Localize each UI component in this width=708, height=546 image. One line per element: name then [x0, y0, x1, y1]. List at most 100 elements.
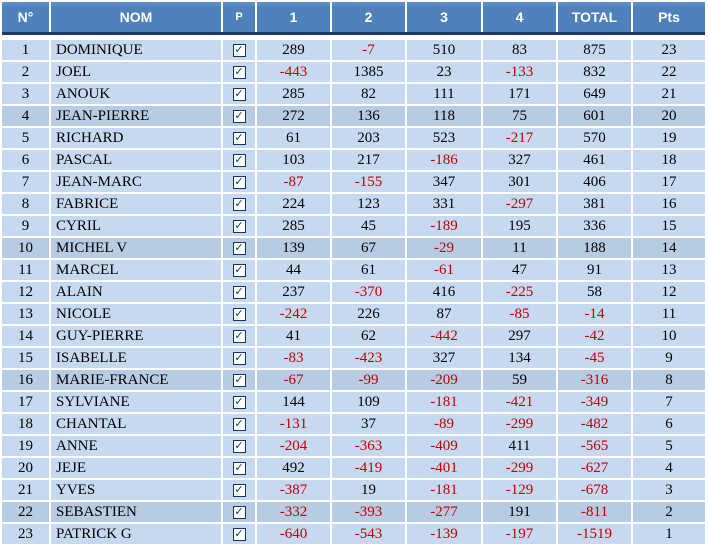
present-cell: ✓: [223, 348, 255, 368]
table-row: 21 YVES ✓ -387 19 -181 -129 -678 3: [2, 480, 705, 500]
present-cell: ✓: [223, 304, 255, 324]
table-row: 16 MARIE-FRANCE ✓ -67 -99 -209 59 -316 8: [2, 370, 705, 390]
checkbox-checked-icon[interactable]: ✓: [232, 64, 246, 79]
round-3-cell: 510: [407, 40, 481, 60]
name-cell: CYRIL: [51, 216, 221, 236]
checkbox-checked-icon[interactable]: ✓: [232, 416, 246, 431]
present-cell: ✓: [223, 216, 255, 236]
rank-cell: 10: [2, 238, 49, 258]
round-3-cell: 23: [407, 62, 481, 82]
round-4-cell: 11: [483, 238, 556, 258]
pts-cell: 4: [633, 458, 705, 478]
total-cell: 58: [558, 282, 631, 302]
round-3-cell: 331: [407, 194, 481, 214]
rank-cell: 17: [2, 392, 49, 412]
checkbox-checked-icon[interactable]: ✓: [232, 526, 246, 541]
round-1-cell: 272: [257, 106, 330, 126]
checkbox-checked-icon[interactable]: ✓: [232, 262, 246, 277]
round-4-cell: -421: [483, 392, 556, 412]
rank-cell: 6: [2, 150, 49, 170]
present-cell: ✓: [223, 524, 255, 544]
checkbox-checked-icon[interactable]: ✓: [232, 438, 246, 453]
name-cell: MICHEL V: [51, 238, 221, 258]
name-cell: MARIE-FRANCE: [51, 370, 221, 390]
round-1-cell: -131: [257, 414, 330, 434]
checkbox-checked-icon[interactable]: ✓: [232, 218, 246, 233]
round-4-cell: 301: [483, 172, 556, 192]
round-3-cell: -209: [407, 370, 481, 390]
rank-cell: 14: [2, 326, 49, 346]
pts-cell: 21: [633, 84, 705, 104]
round-4-cell: -197: [483, 524, 556, 544]
table-row: 17 SYLVIANE ✓ 144 109 -181 -421 -349 7: [2, 392, 705, 412]
present-cell: ✓: [223, 84, 255, 104]
total-cell: 91: [558, 260, 631, 280]
round-2-cell: -423: [332, 348, 405, 368]
round-4-cell: 195: [483, 216, 556, 236]
round-2-cell: 67: [332, 238, 405, 258]
present-cell: ✓: [223, 502, 255, 522]
checkbox-checked-icon[interactable]: ✓: [232, 306, 246, 321]
checkbox-checked-icon[interactable]: ✓: [232, 460, 246, 475]
name-cell: JEJE: [51, 458, 221, 478]
checkbox-checked-icon[interactable]: ✓: [232, 350, 246, 365]
rank-cell: 20: [2, 458, 49, 478]
rank-cell: 8: [2, 194, 49, 214]
checkbox-checked-icon[interactable]: ✓: [232, 152, 246, 167]
total-cell: 832: [558, 62, 631, 82]
table-row: 22 SEBASTIEN ✓ -332 -393 -277 191 -811 2: [2, 502, 705, 522]
round-3-cell: 87: [407, 304, 481, 324]
table-row: 15 ISABELLE ✓ -83 -423 327 134 -45 9: [2, 348, 705, 368]
pts-cell: 20: [633, 106, 705, 126]
table-row: 3 ANOUK ✓ 285 82 111 171 649 21: [2, 84, 705, 104]
total-cell: -678: [558, 480, 631, 500]
round-4-cell: 83: [483, 40, 556, 60]
name-cell: RICHARD: [51, 128, 221, 148]
rank-cell: 2: [2, 62, 49, 82]
present-cell: ✓: [223, 238, 255, 258]
rank-cell: 4: [2, 106, 49, 126]
checkbox-checked-icon[interactable]: ✓: [232, 130, 246, 145]
column-header-n: N°: [2, 2, 49, 32]
total-cell: -349: [558, 392, 631, 412]
checkbox-checked-icon[interactable]: ✓: [232, 42, 246, 57]
round-2-cell: 62: [332, 326, 405, 346]
total-cell: -14: [558, 304, 631, 324]
pts-cell: 11: [633, 304, 705, 324]
column-header-pts: Pts: [633, 2, 705, 32]
checkbox-checked-icon[interactable]: ✓: [232, 196, 246, 211]
round-1-cell: 44: [257, 260, 330, 280]
checkbox-checked-icon[interactable]: ✓: [232, 174, 246, 189]
checkbox-checked-icon[interactable]: ✓: [232, 284, 246, 299]
table-row: 11 MARCEL ✓ 44 61 -61 47 91 13: [2, 260, 705, 280]
pts-cell: 10: [633, 326, 705, 346]
checkbox-checked-icon[interactable]: ✓: [232, 240, 246, 255]
total-cell: 461: [558, 150, 631, 170]
name-cell: FABRICE: [51, 194, 221, 214]
present-cell: ✓: [223, 62, 255, 82]
present-cell: ✓: [223, 370, 255, 390]
round-1-cell: 103: [257, 150, 330, 170]
total-cell: -45: [558, 348, 631, 368]
checkbox-checked-icon[interactable]: ✓: [232, 394, 246, 409]
table-row: 12 ALAIN ✓ 237 -370 416 -225 58 12: [2, 282, 705, 302]
round-3-cell: -89: [407, 414, 481, 434]
table-row: 2 JOEL ✓ -443 1385 23 -133 832 22: [2, 62, 705, 82]
table-header: N° NOM P 1 2 3 4 TOTAL Pts: [2, 2, 705, 35]
rank-cell: 18: [2, 414, 49, 434]
checkbox-checked-icon[interactable]: ✓: [232, 482, 246, 497]
name-cell: YVES: [51, 480, 221, 500]
round-1-cell: -242: [257, 304, 330, 324]
round-2-cell: -543: [332, 524, 405, 544]
checkbox-checked-icon[interactable]: ✓: [232, 372, 246, 387]
checkbox-checked-icon[interactable]: ✓: [232, 328, 246, 343]
pts-cell: 17: [633, 172, 705, 192]
checkbox-checked-icon[interactable]: ✓: [232, 86, 246, 101]
present-cell: ✓: [223, 106, 255, 126]
column-header-2: 2: [332, 2, 405, 32]
checkbox-checked-icon[interactable]: ✓: [232, 108, 246, 123]
column-header-p: P: [223, 2, 255, 32]
checkbox-checked-icon[interactable]: ✓: [232, 504, 246, 519]
rank-cell: 5: [2, 128, 49, 148]
round-1-cell: -640: [257, 524, 330, 544]
